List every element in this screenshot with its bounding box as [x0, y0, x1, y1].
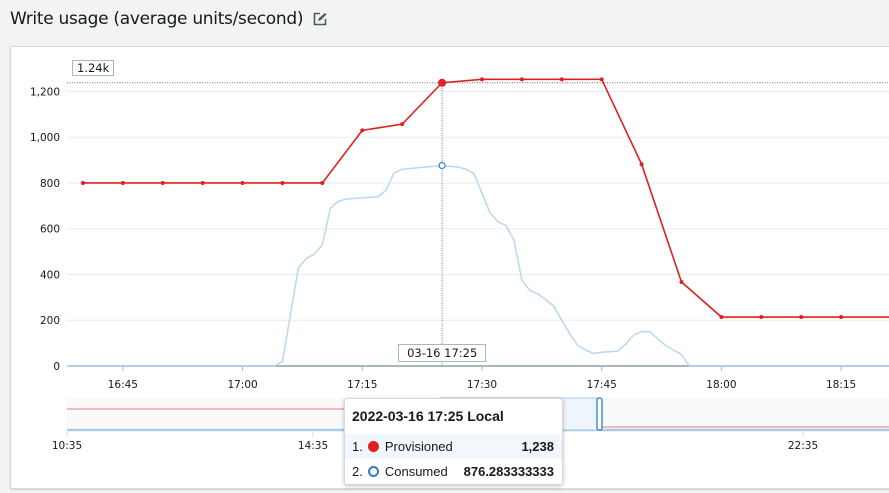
- x-tick-label: 16:45: [108, 379, 138, 391]
- row-name: Consumed: [384, 464, 448, 479]
- data-point: [320, 180, 325, 185]
- data-point: [240, 180, 245, 185]
- widget-title: Write usage (average units/second): [10, 9, 327, 29]
- overview-tick-label: 22:35: [788, 440, 818, 452]
- y-tick-label: 600: [40, 224, 60, 236]
- x-tick-label: 18:00: [706, 379, 736, 391]
- x-tick-label: 18:15: [826, 379, 856, 391]
- row-index: 1.: [352, 439, 363, 454]
- provisioned-dot-icon: [367, 441, 379, 452]
- data-point: [200, 180, 205, 185]
- y-tick-label: 1,200: [30, 86, 60, 98]
- data-point: [519, 77, 524, 82]
- series-line-provisioned: [82, 78, 889, 318]
- y-tick-label: 400: [40, 269, 60, 281]
- data-point: [360, 128, 365, 133]
- x-tick-label: 17:30: [467, 379, 497, 391]
- hover-y-label: 1.24k: [72, 60, 115, 76]
- data-point: [599, 77, 604, 82]
- brush-handle[interactable]: [596, 397, 603, 431]
- data-point: [639, 162, 644, 167]
- data-point: [759, 315, 764, 320]
- x-tick-label: 17:00: [227, 379, 257, 391]
- data-point: [160, 180, 165, 185]
- data-point: [80, 180, 85, 185]
- y-tick-label: 1,000: [30, 132, 60, 144]
- row-index: 2.: [352, 464, 363, 479]
- chart-tooltip: 2022-03-16 17:25 Local 1. Provisioned 1,…: [344, 398, 563, 485]
- overview-tick-label: 14:35: [298, 440, 328, 452]
- tooltip-row-provisioned: 1. Provisioned 1,238: [345, 434, 562, 459]
- row-name: Provisioned: [384, 439, 453, 454]
- x-tick-label: 17:15: [347, 379, 377, 391]
- row-value: 876.283333333: [463, 464, 554, 479]
- data-point: [559, 77, 564, 82]
- title-text: Write usage (average units/second): [10, 9, 304, 29]
- row-value: 1,238: [521, 439, 554, 454]
- overview-tick-label: 10:35: [52, 440, 82, 452]
- y-tick-label: 200: [40, 315, 60, 327]
- data-point: [400, 122, 405, 127]
- data-point: [438, 78, 447, 87]
- x-tick-label: 17:45: [587, 379, 617, 391]
- tooltip-row-consumed: 2. Consumed 876.283333333: [345, 459, 562, 484]
- data-point: [479, 77, 484, 82]
- consumed-ring-icon: [367, 466, 379, 477]
- data-point: [799, 315, 804, 320]
- data-point: [679, 280, 684, 285]
- data-point: [280, 180, 285, 185]
- edit-icon[interactable]: [313, 12, 327, 26]
- data-point: [839, 315, 844, 320]
- series-line-consumed: [67, 164, 889, 367]
- data-point: [120, 180, 125, 185]
- data-point: [719, 315, 724, 320]
- y-tick-label: 800: [40, 178, 60, 190]
- tooltip-title: 2022-03-16 17:25 Local: [352, 408, 504, 424]
- hover-point-consumed: [438, 161, 446, 170]
- y-tick-label: 0: [53, 361, 60, 373]
- hover-x-label: 03-16 17:25: [398, 344, 487, 362]
